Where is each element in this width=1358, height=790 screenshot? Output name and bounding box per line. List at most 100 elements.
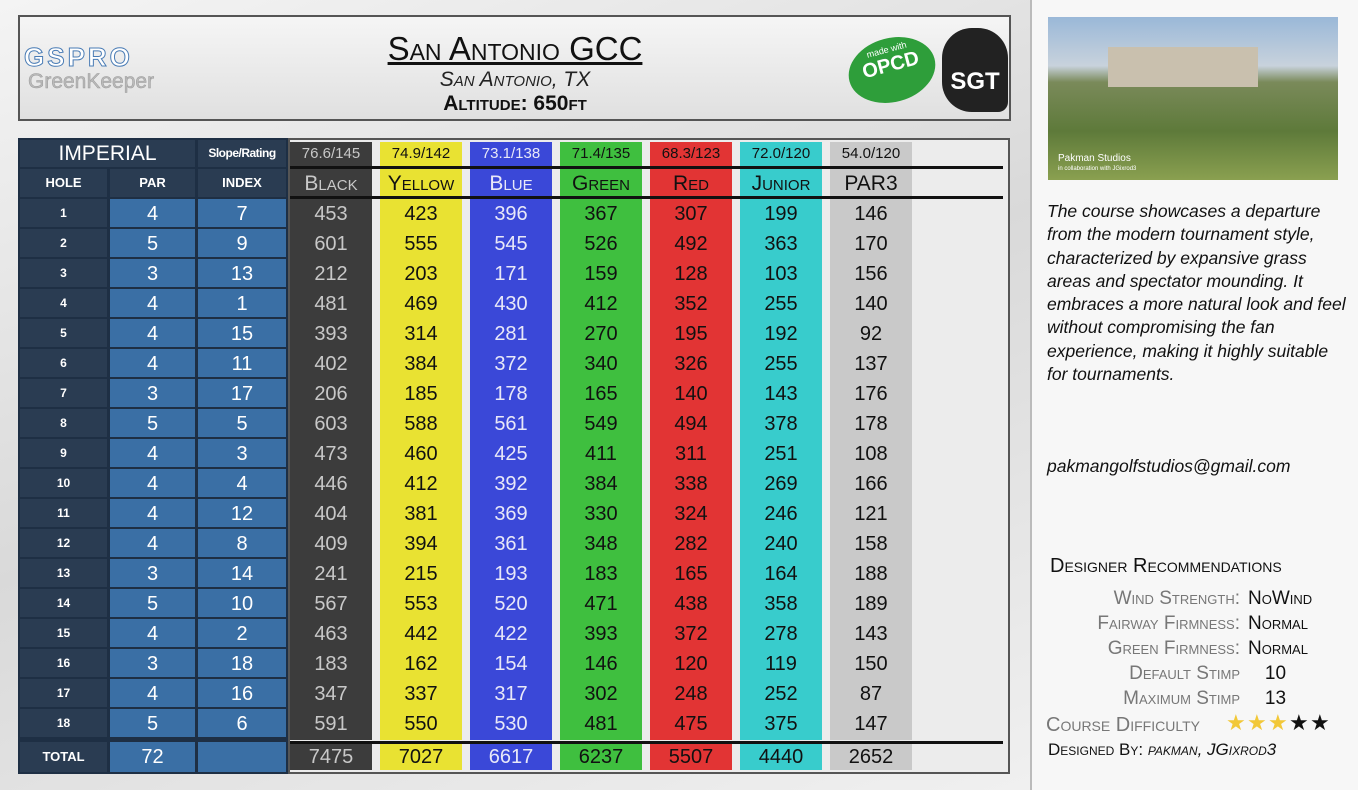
index-cell: 11	[198, 349, 286, 377]
yardage: 176	[854, 383, 888, 405]
yardage: 162	[404, 653, 438, 675]
hole-number: 3	[20, 259, 107, 287]
yardage: 422	[494, 623, 528, 645]
yardage: 183	[314, 653, 348, 675]
yardage: 119	[765, 653, 797, 675]
tee-column	[830, 168, 912, 740]
rec-label: Maximum Stimp	[1123, 688, 1240, 709]
yardage: 121	[854, 503, 888, 525]
yardage: 337	[404, 683, 438, 705]
rec-value: Normal	[1248, 613, 1308, 634]
yardage: 378	[764, 413, 798, 435]
total-label: TOTAL	[20, 742, 107, 772]
yardage: 412	[404, 473, 438, 495]
yardage: 307	[674, 203, 708, 225]
hole-number: 2	[20, 229, 107, 257]
yardage: 203	[404, 263, 438, 285]
rec-label: Default Stimp	[1129, 663, 1240, 684]
yardage: 396	[494, 203, 528, 225]
index-cell: 13	[198, 259, 286, 287]
designed-label-text: Designed By:	[1048, 740, 1144, 759]
yardage: 143	[854, 623, 888, 645]
yardage: 404	[314, 503, 348, 525]
yardage: 92	[859, 323, 883, 345]
yardage: 164	[764, 563, 798, 585]
par-total: 72	[110, 742, 195, 772]
tee-name: Yellow	[387, 172, 455, 195]
yardage: 492	[674, 233, 708, 255]
yardage: 183	[584, 563, 618, 585]
course-image: Pakman Studios in collaboration with JGi…	[1048, 17, 1338, 180]
difficulty-star: ★	[1226, 710, 1246, 735]
badge-sgt: SGT	[942, 28, 1008, 112]
yardage: 363	[764, 233, 798, 255]
index-cell: 8	[198, 529, 286, 557]
hole-number: 7	[20, 379, 107, 407]
yardage: 545	[494, 233, 528, 255]
yardage: 601	[314, 233, 348, 255]
par-cell: 3	[110, 259, 195, 287]
yardage: 473	[314, 443, 348, 465]
index-cell: 4	[198, 469, 286, 497]
tee-rating: 73.1/138	[470, 142, 552, 166]
yardage: 372	[674, 623, 708, 645]
hole-number: 12	[20, 529, 107, 557]
hole-number: 11	[20, 499, 107, 527]
yardage: 553	[404, 593, 438, 615]
par-cell: 4	[110, 619, 195, 647]
slope-label: Slope/Rating	[198, 140, 286, 167]
difficulty-star: ★	[1247, 710, 1267, 735]
rule	[290, 741, 1003, 744]
par-cell: 5	[110, 709, 195, 737]
index-cell: 17	[198, 379, 286, 407]
yardage: 178	[854, 413, 888, 435]
index-cell: 14	[198, 559, 286, 587]
tee-name: Junior	[751, 172, 811, 195]
yardage: 108	[854, 443, 888, 465]
yardage: 146	[584, 653, 618, 675]
index-cell: 16	[198, 679, 286, 707]
header-box	[18, 15, 1011, 121]
par-cell: 5	[110, 409, 195, 437]
yardage: 471	[584, 593, 618, 615]
yardage: 120	[674, 653, 708, 675]
yardage: 520	[494, 593, 528, 615]
yardage: 255	[764, 353, 798, 375]
yardage: 166	[854, 473, 888, 495]
rec-label: Green Firmness:	[1107, 638, 1240, 659]
par-cell: 5	[110, 589, 195, 617]
tee-total: 4440	[740, 744, 822, 770]
yardage: 189	[854, 593, 888, 615]
yardage: 481	[314, 293, 348, 315]
yardage: 530	[494, 713, 528, 735]
tee-rating: 68.3/123	[650, 142, 732, 166]
tee-total: 6617	[470, 744, 552, 770]
title: San Antonio GCC	[387, 30, 643, 67]
tee-rating: 74.9/142	[380, 142, 462, 166]
yardage: 311	[675, 443, 707, 465]
yardage: 475	[674, 713, 708, 735]
yardage: 178	[494, 383, 528, 405]
yardage: 402	[314, 353, 348, 375]
logo: GSPRO	[24, 42, 133, 73]
tee-total: 7027	[380, 744, 462, 770]
hole-number: 6	[20, 349, 107, 377]
yardage: 567	[314, 593, 348, 615]
yardage: 146	[854, 203, 888, 225]
par-cell: 3	[110, 649, 195, 677]
tee-name: Black	[304, 172, 358, 195]
par-cell: 5	[110, 229, 195, 257]
hole-number: 14	[20, 589, 107, 617]
difficulty-star: ★	[1310, 710, 1330, 735]
tee-total: 2652	[830, 744, 912, 770]
tee-rating: 71.4/135	[560, 142, 642, 166]
rec-label: Wind Strength:	[1113, 588, 1240, 609]
altitude: Altitude: 650ft	[443, 92, 587, 115]
difficulty-label: Course Difficulty	[1046, 714, 1200, 736]
yardage: 147	[854, 713, 888, 735]
tee-total: 6237	[560, 744, 642, 770]
yardage: 412	[584, 293, 618, 315]
yardage: 165	[674, 563, 708, 585]
par-cell: 4	[110, 199, 195, 227]
index-cell: 3	[198, 439, 286, 467]
